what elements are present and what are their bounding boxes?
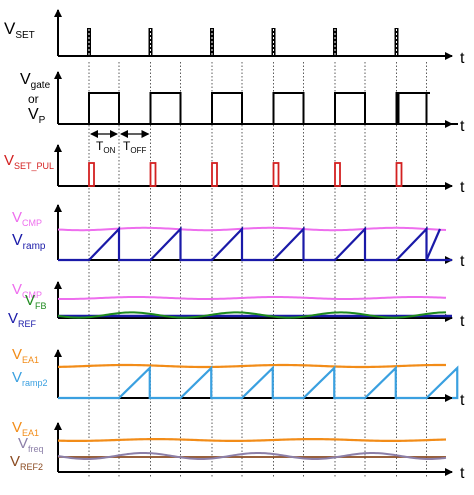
t-label-7: t [460,465,465,482]
vgate-waveform [58,92,458,125]
vcmp-label-2: VCMP [12,281,42,300]
vp-label: VP [28,106,46,126]
ton-label: TON [96,139,116,155]
or-label: or [28,92,39,106]
vcmp-trace-2 [57,296,447,300]
waveforms [54,9,459,478]
t-label-6: t [460,392,465,409]
vramp-final-ramp [425,228,442,261]
vsetpul-pulse-3 [272,162,280,187]
vea1-trace-2 [57,438,447,442]
vsetpul-pulse-2 [211,162,218,187]
vset-label: VSET [4,19,35,41]
vramp2-label: Vramp2 [12,369,48,388]
t-label-4: t [460,253,465,270]
vfreq-label: Vfreq [18,435,44,454]
vea1-label-2: VEA1 [12,419,39,438]
toff-label: TOFF [123,139,146,155]
vref2-label: VREF2 [10,453,43,472]
vsetpul-pulse-0 [88,162,95,187]
vgate-label: Vgate [20,71,51,91]
vcmp-trace-1 [57,226,447,232]
vref-label: VREF [8,310,37,329]
vfb-label: VFB [25,292,47,311]
vsetpul-pulse-4 [334,162,341,187]
vsetpul-label: VSET_PUL [4,152,54,171]
vcmp-label-1: VCMP [12,209,42,228]
t-label-5: t [460,313,465,330]
vfb-trace [57,311,447,319]
vea1-label-1: VEA1 [12,346,39,365]
vsetpul-pulse-5 [395,162,403,187]
vea1-trace-1 [57,363,447,369]
t-label-2: t [460,118,465,135]
vsetpul-pulse-1 [149,162,157,187]
vgate-last-pulse [397,92,430,124]
vramp2-trace [58,365,459,400]
vramp-label: Vramp [12,232,46,252]
vfreq-trace [57,451,447,461]
t-label-1: t [460,50,465,67]
vramp-trace [58,226,452,262]
t-label-3: t [460,179,465,196]
